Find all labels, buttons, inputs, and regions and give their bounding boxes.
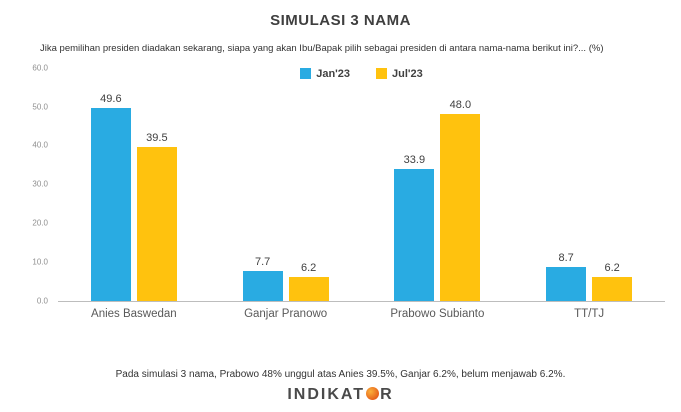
bar-value-label: 6.2 (604, 261, 620, 274)
legend-swatch (300, 68, 312, 80)
logo-text-left: INDIKAT (287, 386, 366, 403)
bar-jul23 (288, 276, 329, 301)
plot-area: Jan'23 Jul'23 49.6 39.5 7.7 6.2 33.9 48.0 8.7 6.… (58, 68, 665, 302)
y-tick-label: 20.0 (32, 218, 48, 228)
legend-swatch (376, 68, 388, 80)
bar-jan23 (90, 108, 131, 301)
category-label: Ganjar Pranowo (244, 307, 328, 320)
category-label: Anies Baswedan (91, 307, 177, 320)
legend: Jan'23 Jul'23 (58, 68, 665, 80)
page-title: SIMULASI 3 NAMA (270, 12, 411, 29)
bar-wrapper: 48.0 (440, 68, 481, 301)
bar-wrapper: 6.2 (592, 68, 633, 301)
logo-text-right: R (380, 386, 394, 403)
bar-wrapper: 33.9 (394, 68, 435, 301)
y-tick-label: 50.0 (32, 102, 48, 112)
bar-value-label: 6.2 (300, 261, 317, 274)
bar-wrapper: 49.6 (90, 68, 131, 301)
y-tick-label: 30.0 (32, 179, 48, 189)
bar-value-label: 33.9 (403, 154, 426, 167)
legend-item: Jan'23 (300, 68, 350, 80)
bar-wrapper: 7.7 (242, 68, 283, 301)
legend-item: Jul'23 (376, 68, 423, 80)
y-tick-label: 10.0 (32, 257, 48, 267)
bar-wrapper: 8.7 (546, 68, 587, 301)
bar-jan23 (242, 270, 283, 301)
category-label: TT/TJ (574, 307, 605, 320)
category-label: Prabowo Subianto (390, 307, 485, 320)
bar-wrapper: 39.5 (136, 68, 177, 301)
x-axis-labels: Anies Baswedan Ganjar Pranowo Prabowo Subi… (58, 308, 665, 320)
chart-footnote: Pada simulasi 3 nama, Prabowo 48% unggul… (115, 369, 566, 380)
bar-jul23 (136, 147, 177, 301)
y-tick-label: 40.0 (32, 140, 48, 150)
bar-value-label: 39.5 (146, 132, 168, 145)
y-tick-label: 60.0 (32, 63, 48, 73)
bar-jul23 (440, 114, 481, 301)
bar-group: 7.7 6.2 (210, 68, 362, 301)
bar-value-label: 8.7 (558, 252, 574, 265)
bar-value-label: 49.6 (100, 93, 122, 106)
bar-group: 49.6 39.5 (58, 68, 210, 301)
bar-value-label: 7.7 (254, 255, 271, 268)
logo-orange-globe-icon (366, 387, 380, 400)
legend-label: Jul'23 (392, 67, 423, 80)
bar-value-label: 48.0 (449, 99, 472, 112)
bar-jul23 (592, 276, 633, 301)
y-axis: 60.0 50.0 40.0 30.0 20.0 10.0 0.0 (10, 63, 52, 305)
bar-wrapper: 6.2 (288, 68, 329, 301)
bar-jan23 (546, 267, 587, 301)
bar-group: 8.7 6.2 (513, 68, 665, 301)
bar-group: 33.9 48.0 (362, 68, 514, 301)
legend-label: Jan'23 (316, 67, 351, 80)
bar-jan23 (394, 169, 435, 301)
chart-subtitle: Jika pemilihan presiden diadakan sekaran… (40, 43, 604, 54)
indikator-logo: INDIKAT R (0, 386, 681, 404)
bar-chart: 60.0 50.0 40.0 30.0 20.0 10.0 0.0 Jan'23 Jul'23… (10, 63, 665, 320)
y-tick-label: 0.0 (36, 296, 48, 306)
